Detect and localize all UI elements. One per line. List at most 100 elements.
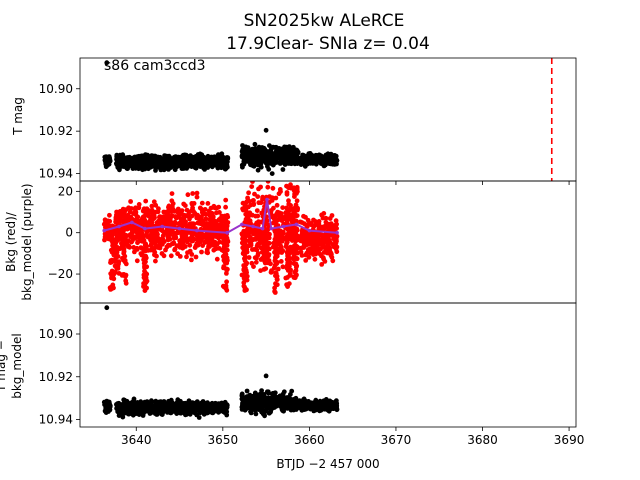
data-point — [286, 216, 291, 222]
bkg-model-point — [260, 226, 265, 231]
data-point — [143, 280, 149, 285]
data-point — [247, 243, 253, 248]
data-point — [165, 212, 171, 218]
data-point — [287, 272, 293, 278]
outlier-point — [266, 166, 272, 172]
data-point — [161, 399, 167, 404]
data-point — [263, 153, 269, 159]
y-tick-label: 10.94 — [39, 413, 73, 427]
data-point — [261, 248, 267, 254]
data-point — [323, 219, 329, 225]
data-point — [211, 221, 217, 226]
bkg-model-point — [269, 226, 274, 231]
data-point — [244, 394, 250, 400]
data-point — [274, 401, 280, 406]
data-point — [242, 285, 248, 291]
data-point — [112, 237, 118, 243]
data-point — [319, 232, 325, 238]
data-point — [294, 256, 300, 262]
data-point — [323, 215, 329, 221]
data-point — [261, 393, 267, 399]
data-point — [272, 289, 277, 294]
data-point — [321, 256, 326, 262]
y-axis-label-middle-line2: bkg_model (purple) — [20, 183, 34, 300]
data-point — [121, 246, 127, 252]
data-point — [260, 196, 265, 202]
data-point — [154, 161, 159, 167]
data-point — [291, 399, 297, 404]
data-point — [115, 233, 121, 239]
data-point — [224, 279, 230, 285]
data-point — [323, 160, 329, 166]
data-point — [266, 158, 272, 163]
data-point — [245, 226, 250, 232]
data-point — [293, 202, 299, 208]
data-point — [139, 230, 145, 236]
data-point — [141, 247, 147, 253]
y-tick-label: −20 — [48, 267, 73, 281]
y-tick-label: 10.92 — [39, 124, 73, 138]
data-point — [177, 159, 182, 165]
data-point — [205, 159, 211, 165]
data-point — [294, 186, 300, 192]
data-point — [112, 259, 118, 264]
data-point — [263, 238, 269, 244]
outlier-point — [104, 305, 110, 311]
data-point — [185, 250, 190, 256]
data-point — [201, 411, 207, 417]
data-point — [199, 214, 204, 220]
data-point — [298, 219, 303, 225]
data-point — [275, 209, 280, 215]
data-point — [181, 166, 187, 171]
data-point — [119, 273, 125, 278]
data-point — [211, 242, 216, 248]
data-point — [122, 241, 128, 247]
data-point — [286, 149, 292, 154]
data-point — [252, 141, 258, 147]
data-point — [141, 257, 147, 263]
data-point — [218, 218, 224, 224]
data-point — [223, 285, 229, 291]
data-point — [123, 272, 129, 278]
data-point — [276, 217, 281, 223]
bkg-model-point — [307, 228, 312, 233]
data-point — [118, 155, 124, 161]
x-tick-label: 3660 — [294, 433, 325, 447]
data-point — [268, 261, 273, 267]
data-point — [142, 213, 148, 219]
data-point — [273, 195, 279, 201]
data-point — [286, 174, 291, 179]
data-point — [272, 145, 278, 150]
y-tick-label: 0 — [65, 226, 73, 240]
data-point — [265, 181, 271, 184]
y-axis-label-middle-line1: Bkg (red)/ — [4, 211, 18, 272]
data-point — [272, 285, 277, 291]
data-point — [261, 148, 267, 154]
data-point — [199, 249, 204, 255]
data-point — [103, 162, 109, 168]
bkg-model-point — [160, 224, 164, 229]
bkg-model-point — [177, 226, 182, 231]
data-point — [126, 205, 131, 211]
data-point — [177, 254, 183, 259]
data-point — [183, 219, 189, 225]
data-point — [312, 401, 317, 407]
data-point — [253, 401, 258, 407]
data-point — [269, 403, 275, 409]
data-point — [135, 154, 140, 160]
data-point — [274, 253, 280, 259]
data-point — [292, 232, 298, 238]
data-point — [331, 405, 337, 411]
series-top-0 — [102, 60, 340, 177]
data-point — [190, 231, 195, 237]
data-point — [174, 164, 180, 170]
data-point — [306, 241, 311, 247]
data-point — [144, 222, 149, 228]
data-point — [168, 253, 174, 259]
data-point — [133, 217, 138, 223]
data-point — [203, 216, 209, 222]
data-point — [114, 254, 120, 260]
data-point — [123, 232, 128, 238]
data-point — [289, 149, 295, 155]
